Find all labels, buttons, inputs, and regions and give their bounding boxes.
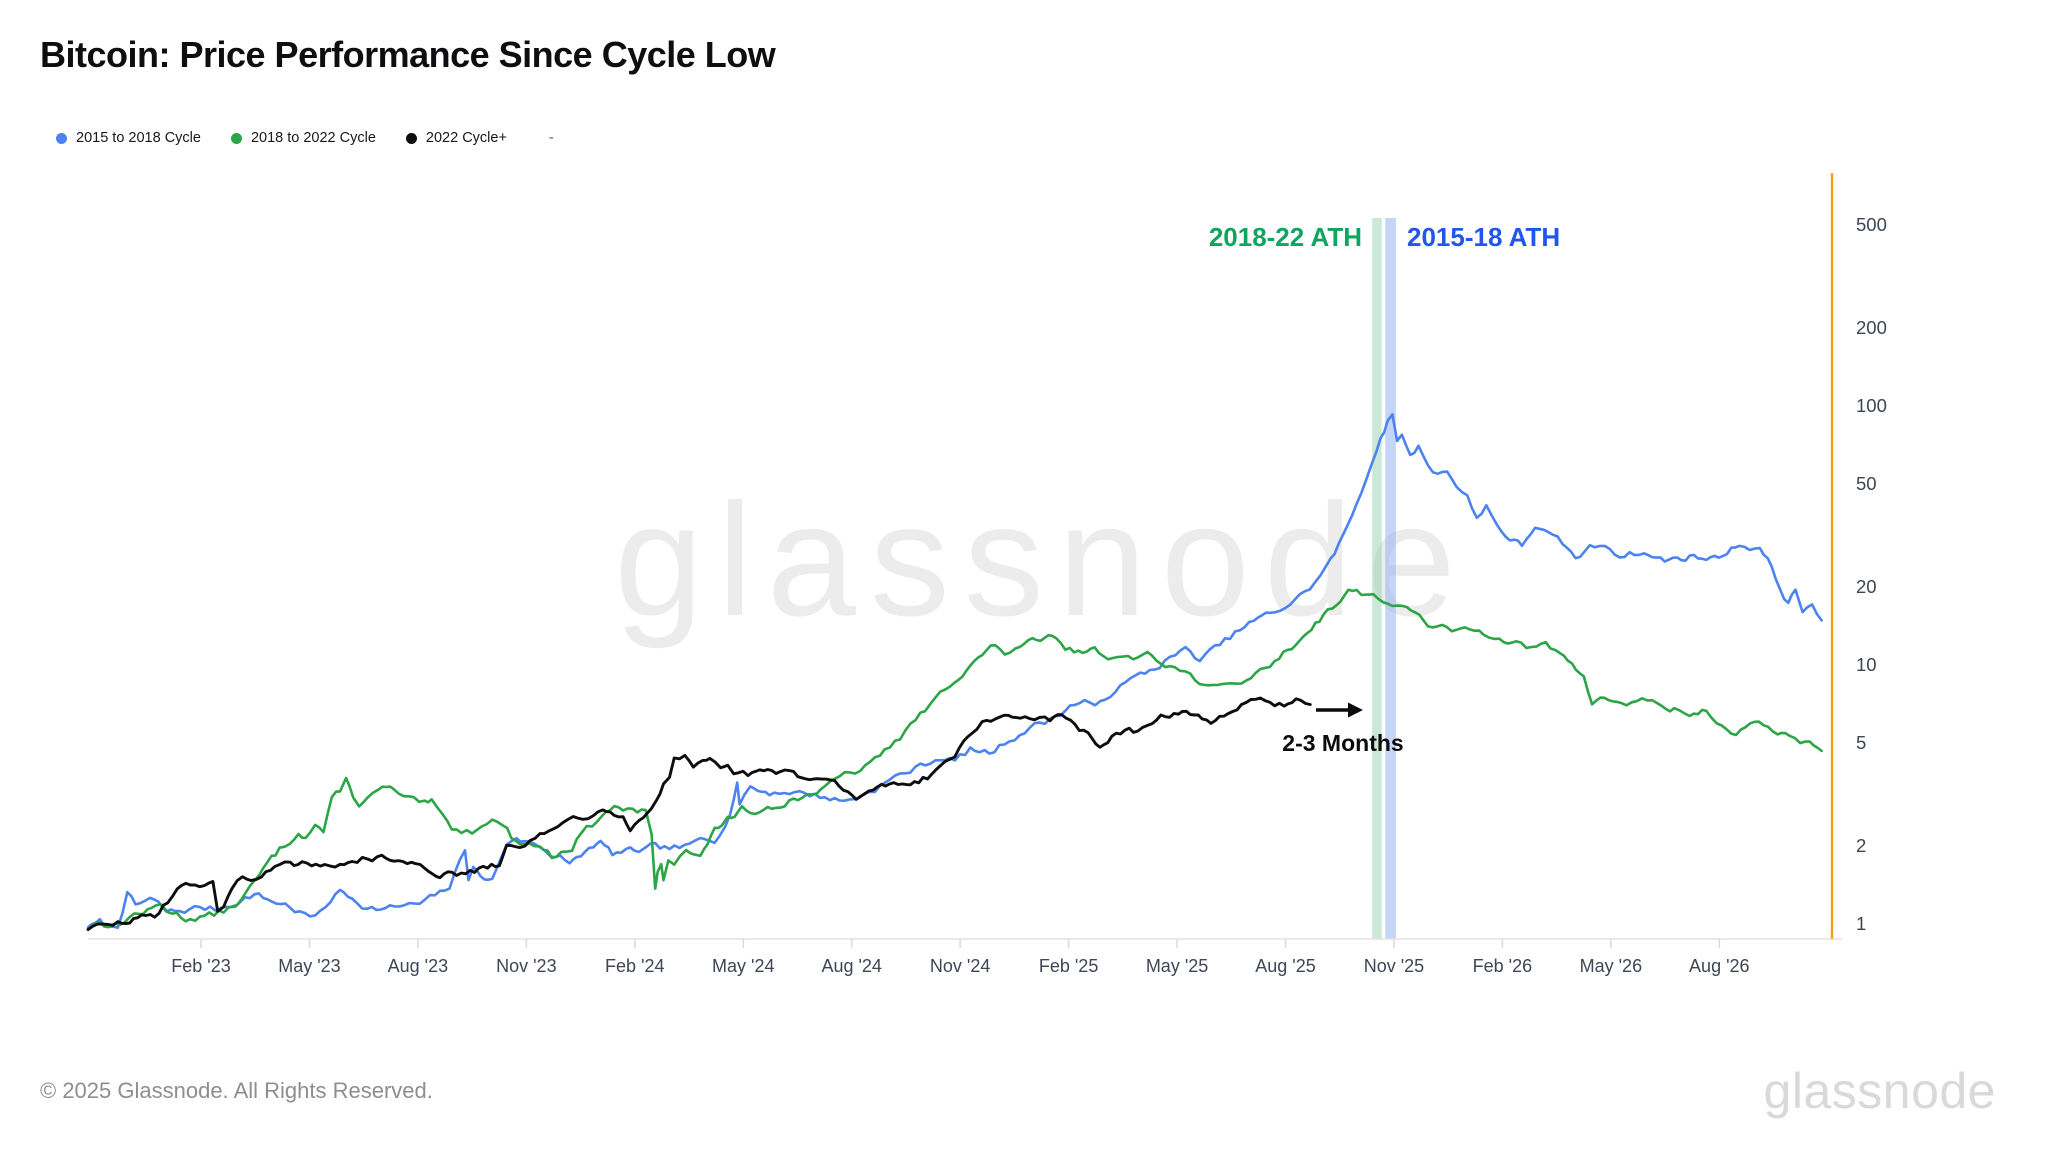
legend-extra-dash: - bbox=[548, 130, 554, 146]
y-axis-label: 1 bbox=[1856, 913, 1867, 934]
y-axis-label: 10 bbox=[1856, 654, 1877, 675]
x-axis-label: Nov '24 bbox=[929, 956, 991, 976]
x-axis-label: Feb '23 bbox=[171, 956, 231, 976]
y-axis-label: 500 bbox=[1856, 213, 1887, 235]
chart-legend: 2015 to 2018 Cycle 2018 to 2022 Cycle 20… bbox=[56, 130, 554, 146]
x-axis-label: May '24 bbox=[712, 956, 775, 976]
legend-label: 2022 Cycle+ bbox=[425, 130, 507, 146]
ath-band-1 bbox=[1385, 218, 1396, 939]
x-axis-label: Nov '23 bbox=[496, 956, 557, 976]
y-axis-label: 2 bbox=[1856, 835, 1867, 857]
legend-item-2022-cycle[interactable]: 2022 Cycle+ bbox=[405, 130, 507, 146]
series-line-2022-cycle- bbox=[86, 696, 1312, 932]
series-line-2015-to-2018-cycle bbox=[86, 413, 1823, 929]
y-axis-label: 50 bbox=[1856, 472, 1877, 494]
x-axis-label: Feb '26 bbox=[1472, 956, 1533, 976]
x-axis-label: Aug '23 bbox=[387, 956, 449, 976]
x-axis-label: May '26 bbox=[1579, 956, 1643, 976]
series-line-2018-to-2022-cycle bbox=[86, 588, 1823, 930]
x-axis-label: May '25 bbox=[1145, 956, 1209, 976]
legend-dot-black-icon bbox=[405, 132, 417, 144]
months-arrow-head-icon bbox=[1348, 702, 1363, 718]
legend-dot-green-icon bbox=[230, 132, 242, 144]
y-axis-label: 5 bbox=[1856, 731, 1867, 753]
x-axis-label: Aug '24 bbox=[821, 956, 882, 976]
legend-dot-blue-icon bbox=[56, 132, 67, 144]
page-title: Bitcoin: Price Performance Since Cycle L… bbox=[40, 34, 776, 75]
copyright-text: © 2025 Glassnode. All Rights Reserved. bbox=[40, 1078, 433, 1103]
legend-item-2015-2018[interactable]: 2015 to 2018 Cycle bbox=[56, 130, 201, 146]
x-axis-label: Feb '24 bbox=[605, 956, 665, 976]
legend-label: 2015 to 2018 Cycle bbox=[76, 130, 201, 146]
glassnode-logo: glassnode bbox=[1763, 1063, 1996, 1119]
ath-band-0 bbox=[1372, 218, 1382, 939]
y-axis-label: 200 bbox=[1856, 317, 1887, 339]
x-axis-label: May '23 bbox=[278, 956, 341, 976]
y-axis-label: 20 bbox=[1856, 576, 1877, 598]
x-axis-label: Feb '25 bbox=[1038, 956, 1099, 976]
ath-2015-18-label: 2015-18 ATH bbox=[1407, 222, 1561, 252]
legend-label: 2018 to 2022 Cycle bbox=[250, 130, 376, 146]
glassnode-watermark: glassnode bbox=[614, 470, 1470, 649]
x-axis-label: Aug '25 bbox=[1255, 956, 1316, 976]
legend-item-2018-2022[interactable]: 2018 to 2022 Cycle bbox=[230, 130, 376, 146]
ath-2018-22-label: 2018-22 ATH bbox=[1208, 222, 1362, 252]
two-three-months-label: 2-3 Months bbox=[1282, 730, 1404, 756]
y-axis-label: 100 bbox=[1856, 395, 1887, 416]
x-axis-label: Aug '26 bbox=[1689, 956, 1750, 976]
x-axis-label: Nov '25 bbox=[1363, 956, 1425, 976]
